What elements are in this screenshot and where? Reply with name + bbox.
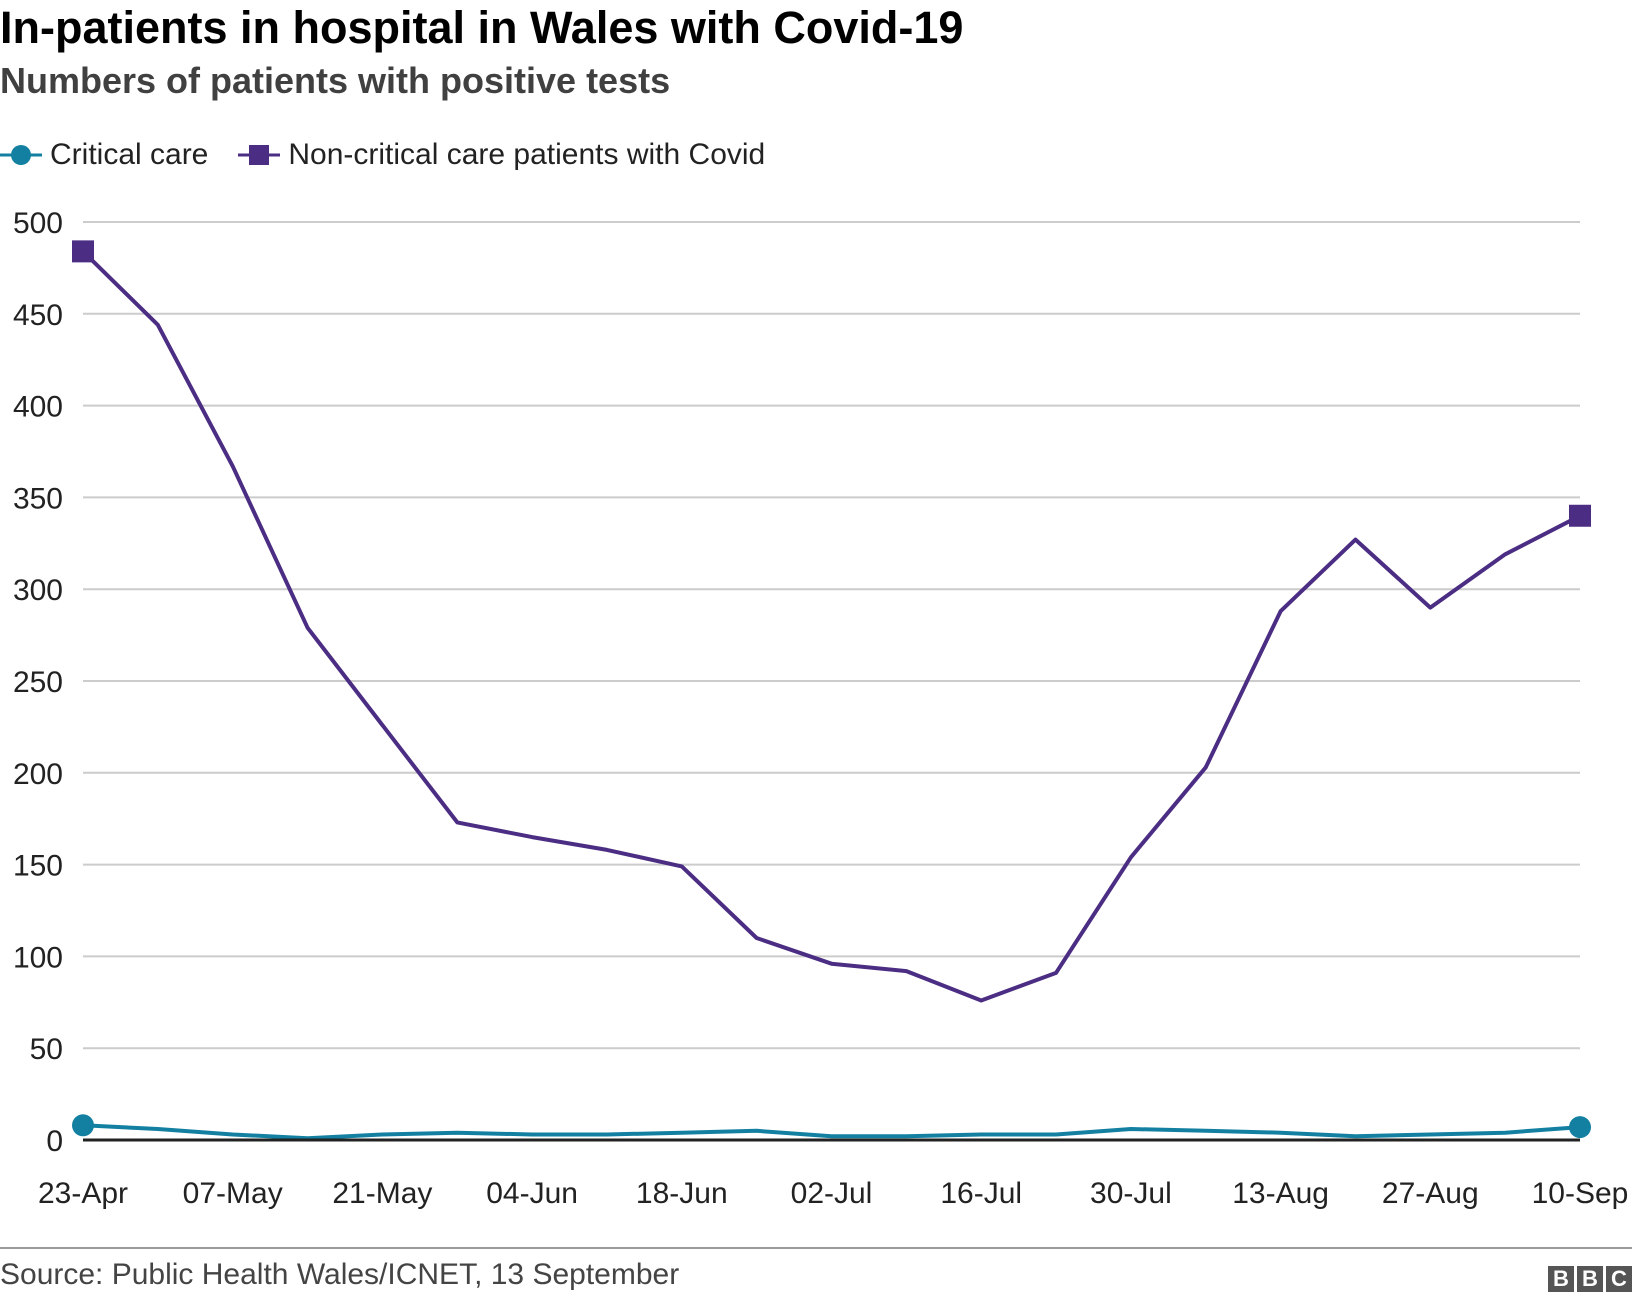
y-tick-label: 350	[13, 482, 63, 515]
x-tick-label: 21-May	[332, 1177, 432, 1210]
legend-label-critical-care: Critical care	[50, 138, 209, 171]
bbc-logo-letter: B	[1577, 1266, 1603, 1292]
series-line-critical-care	[81, 1123, 1582, 1141]
x-tick-label: 10-Sep	[1532, 1177, 1629, 1210]
bbc-logo-letter: B	[1548, 1266, 1574, 1292]
x-tick-label: 27-Aug	[1382, 1177, 1479, 1210]
bbc-logo: B B C	[1545, 1266, 1632, 1292]
chart-subtitle: Numbers of patients with positive tests	[0, 60, 671, 101]
y-tick-label: 200	[13, 758, 63, 791]
series-line-non-critical-care	[81, 249, 1582, 1003]
x-tick-label: 04-Jun	[486, 1177, 578, 1210]
y-tick-label: 0	[46, 1125, 63, 1158]
source-note: Source: Public Health Wales/ICNET, 13 Se…	[0, 1258, 680, 1291]
x-tick-label: 02-Jul	[791, 1177, 873, 1210]
legend-label-non-critical-care: Non-critical care patients with Covid	[288, 138, 766, 171]
legend-item-non-critical-care: Non-critical care patients with Covid	[238, 138, 765, 172]
y-tick-label: 400	[13, 391, 63, 424]
data-point-critical-care	[72, 1114, 94, 1137]
data-point-non-critical-care	[1569, 504, 1591, 527]
x-tick-label: 23-Apr	[38, 1177, 128, 1210]
y-tick-label: 100	[13, 941, 63, 974]
legend-item-critical-care: Critical care	[0, 138, 208, 172]
x-tick-label: 13-Aug	[1232, 1177, 1329, 1210]
legend-circle-marker-icon	[0, 145, 42, 165]
x-tick-label: 30-Jul	[1090, 1177, 1172, 1210]
data-point-non-critical-care	[72, 240, 94, 263]
y-tick-label: 150	[13, 850, 63, 883]
legend-square-marker-icon	[238, 145, 281, 165]
y-tick-label: 300	[13, 574, 63, 607]
x-tick-label: 18-Jun	[636, 1177, 728, 1210]
y-tick-label: 450	[13, 299, 63, 332]
y-tick-label: 50	[30, 1033, 63, 1066]
bbc-logo-letter: C	[1606, 1266, 1632, 1292]
source-divider	[0, 1247, 1632, 1249]
x-tick-label: 07-May	[183, 1177, 283, 1210]
chart-title: In-patients in hospital in Wales with Co…	[0, 2, 964, 53]
x-tick-label: 16-Jul	[940, 1177, 1022, 1210]
line-chart: 0 50 100 150 200 250 300 350 400 450 500 23-Apr 07-M…	[13, 207, 1629, 1210]
y-tick-label: 500	[13, 207, 63, 240]
data-point-critical-care	[1569, 1116, 1591, 1139]
y-tick-label: 250	[13, 666, 63, 699]
chart-legend: Critical care Non-critical care patients…	[0, 135, 795, 175]
